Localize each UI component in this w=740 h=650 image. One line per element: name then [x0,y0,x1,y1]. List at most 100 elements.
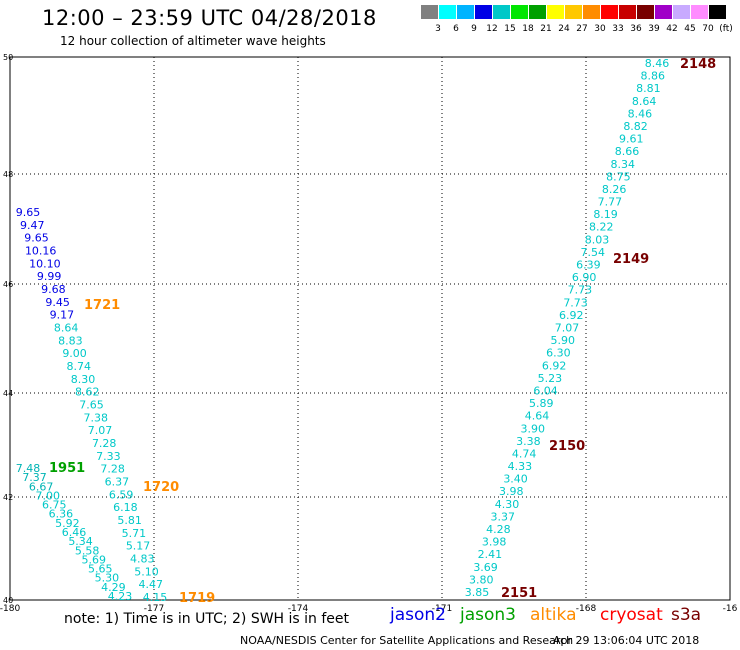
track-label: 1721 [84,298,120,313]
swh-value-southwest: 7.00 [35,489,60,502]
swh-value-southwest: 5.58 [75,544,100,557]
swh-value-west: 9.99 [37,270,62,283]
swh-value-east: 6.92 [559,309,584,322]
swh-value-west: 7.33 [96,450,121,463]
swh-value-east: 4.30 [495,498,520,511]
y-tick-label: 44 [3,389,13,398]
swh-value-southwest: 6.46 [62,526,87,539]
swh-value-east: 8.03 [585,233,610,246]
swh-value-west: 7.28 [92,437,117,450]
swh-value-west: 6.18 [113,501,138,514]
swh-value-east: 4.74 [512,447,537,460]
swh-value-east: 8.34 [610,158,635,171]
color-scale-label: 24 [558,24,570,34]
track-label: 1719 [179,591,215,606]
swh-value-east: 7.54 [580,246,605,259]
swh-value-west: 7.28 [100,463,125,476]
color-scale-label: 12 [486,24,498,34]
swh-value-southwest: 6.67 [29,480,54,493]
swh-value-west: 7.65 [79,399,104,412]
color-swatch [439,5,456,19]
swh-value-east: 8.82 [623,120,648,133]
swh-value-west: 9.65 [24,232,49,245]
track-label: 1720 [143,480,179,495]
swh-value-east: 6.92 [542,359,567,372]
swh-value-east: 8.46 [645,57,670,70]
legend-jason3: jason3 [460,605,516,625]
color-swatch [493,5,510,19]
swh-value-west: 10.16 [25,245,57,258]
swh-value-west: 9.45 [45,296,70,309]
color-scale-label: 15 [504,24,516,34]
generation-timestamp: Apr 29 13:06:04 UTC 2018 [553,634,700,647]
color-swatch [655,5,672,19]
credit-text: NOAA/NESDIS Center for Satellite Applica… [240,634,574,647]
legend-cryosat: cryosat [600,605,663,625]
swh-value-east: 5.23 [538,372,563,385]
swh-value-east: 7.77 [598,196,623,209]
swh-value-east: 3.80 [469,573,494,586]
color-swatch [457,5,474,19]
track-label: 2149 [613,252,649,267]
swh-value-west: 4.47 [139,578,164,591]
color-scale-label: 21 [540,24,552,34]
swh-value-west: 9.00 [62,347,87,360]
legend-jason2: jason2 [390,605,446,625]
swh-value-southwest: 4.29 [101,581,126,594]
color-swatch [691,5,708,19]
swh-value-east: 3.90 [520,422,545,435]
x-tick-label: -174 [288,604,309,614]
color-swatch [475,5,492,19]
swh-value-west: 9.47 [20,219,45,232]
swh-value-southwest: 6.75 [42,499,67,512]
swh-value-east: 8.22 [589,221,614,234]
color-scale-label: 33 [612,24,624,34]
y-tick-label: 46 [3,280,13,289]
y-tick-label: 48 [3,170,13,179]
color-scale-label: 39 [648,24,660,34]
swh-value-east: 3.98 [499,485,524,498]
swh-value-east: 7.07 [555,322,580,335]
swh-value-east: 8.64 [632,95,657,108]
track-label: 2148 [680,57,716,72]
swh-value-east: 8.46 [628,107,653,120]
swh-value-southwest: 5.69 [81,553,106,566]
map-frame [9,56,731,601]
swh-value-east: 2.41 [478,548,503,561]
color-swatch [637,5,654,19]
swh-value-southwest: 6.36 [49,508,74,521]
swh-value-west: 8.64 [54,322,79,335]
swh-value-east: 6.30 [546,347,571,360]
swh-value-west: 5.10 [134,565,159,578]
swh-value-east: 3.69 [473,561,498,574]
swh-value-west: 8.62 [75,386,100,399]
swh-value-southwest: 4.23 [108,590,133,603]
swh-value-east: 8.66 [615,145,640,158]
swh-value-west: 9.65 [16,206,41,219]
color-scale-label: 3 [435,24,441,34]
swh-value-west: 8.30 [71,373,96,386]
swh-value-east: 6.39 [576,259,601,272]
color-scale-label: 6 [453,24,459,34]
swh-value-west: 4.15 [143,591,168,604]
color-scale-label: 45 [684,24,696,34]
swh-value-west: 5.17 [126,540,151,553]
swh-value-west: 9.68 [41,283,66,296]
swh-value-west: 6.37 [105,476,130,489]
track-label: 2150 [549,439,585,454]
x-tick-label: -168 [576,604,597,614]
y-tick-label: 42 [3,493,13,502]
swh-value-east: 4.33 [508,460,533,473]
color-swatch [547,5,564,19]
swh-value-southwest: 5.30 [95,572,120,585]
swh-value-west: 6.59 [109,488,134,501]
swh-value-east: 8.75 [606,170,631,183]
swh-value-southwest: 5.34 [68,535,93,548]
color-swatch [511,5,528,19]
swh-value-southwest: 7.37 [22,471,47,484]
swh-value-east: 4.64 [525,410,550,423]
swh-value-east: 9.61 [619,133,644,146]
swh-value-west: 10.10 [29,257,61,270]
swh-value-east: 3.38 [516,435,541,448]
